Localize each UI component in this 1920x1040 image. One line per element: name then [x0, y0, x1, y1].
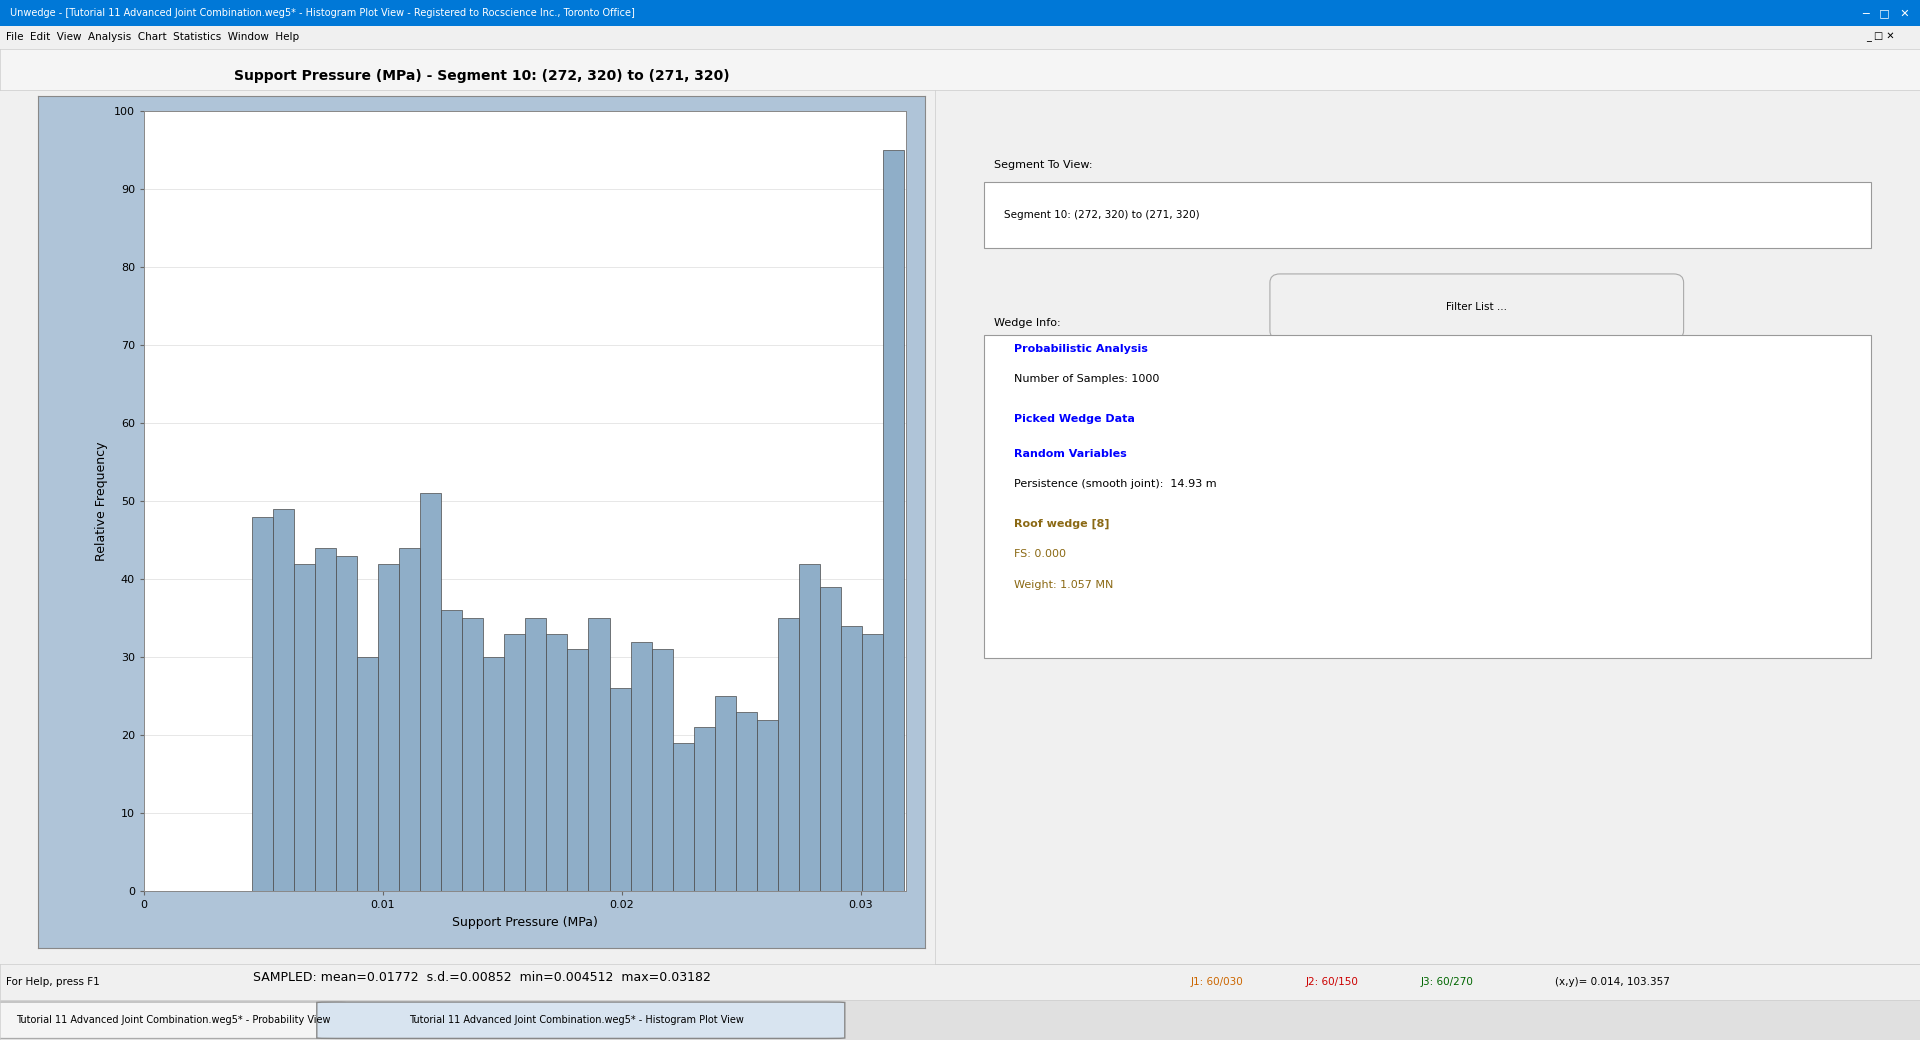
Text: Picked Wedge Data: Picked Wedge Data — [1014, 414, 1135, 423]
Text: Tutorial 11 Advanced Joint Combination.weg5* - Histogram Plot View: Tutorial 11 Advanced Joint Combination.w… — [409, 1015, 743, 1025]
Text: Persistence (smooth joint):  14.93 m: Persistence (smooth joint): 14.93 m — [1014, 479, 1217, 489]
Text: For Help, press F1: For Help, press F1 — [6, 978, 100, 987]
Bar — [463, 618, 484, 891]
Text: FS: 0.000: FS: 0.000 — [1014, 549, 1066, 560]
Bar — [420, 494, 442, 891]
FancyBboxPatch shape — [317, 1003, 845, 1038]
Bar — [883, 151, 904, 891]
Text: File  Edit  View  Analysis  Chart  Statistics  Window  Help: File Edit View Analysis Chart Statistics… — [6, 32, 300, 43]
Bar — [589, 618, 609, 891]
Bar — [294, 564, 315, 891]
Text: Support Pressure (MPa) - Segment 10: (272, 320) to (271, 320): Support Pressure (MPa) - Segment 10: (27… — [234, 70, 730, 83]
Bar — [357, 657, 378, 891]
FancyBboxPatch shape — [0, 1003, 346, 1038]
Bar — [378, 564, 399, 891]
Bar — [820, 587, 841, 891]
Text: Number of Samples: 1000: Number of Samples: 1000 — [1014, 374, 1160, 385]
Bar — [778, 618, 799, 891]
Bar — [399, 548, 420, 891]
Bar — [672, 743, 693, 891]
Text: Unwedge - [Tutorial 11 Advanced Joint Combination.weg5* - Histogram Plot View - : Unwedge - [Tutorial 11 Advanced Joint Co… — [10, 8, 634, 18]
FancyBboxPatch shape — [985, 335, 1870, 658]
Text: Wedge Info:: Wedge Info: — [995, 317, 1060, 328]
Text: _ □ ✕: _ □ ✕ — [1866, 32, 1895, 43]
Bar — [252, 517, 273, 891]
Bar — [693, 728, 714, 891]
Bar — [568, 649, 589, 891]
Text: Random Variables: Random Variables — [1014, 448, 1127, 459]
FancyBboxPatch shape — [1269, 274, 1684, 339]
Bar — [862, 634, 883, 891]
Bar — [336, 555, 357, 891]
Text: J1: 60/030: J1: 60/030 — [1190, 978, 1242, 987]
X-axis label: Support Pressure (MPa): Support Pressure (MPa) — [453, 916, 597, 929]
Text: SAMPLED: mean=0.01772  s.d.=0.00852  min=0.004512  max=0.03182: SAMPLED: mean=0.01772 s.d.=0.00852 min=0… — [253, 971, 710, 984]
Text: Tutorial 11 Advanced Joint Combination.weg5* - Probability View: Tutorial 11 Advanced Joint Combination.w… — [15, 1015, 330, 1025]
Text: (x,y)= 0.014, 103.357: (x,y)= 0.014, 103.357 — [1555, 978, 1670, 987]
Bar — [714, 697, 735, 891]
Text: J3: 60/270: J3: 60/270 — [1421, 978, 1475, 987]
Bar — [273, 510, 294, 891]
Bar — [547, 634, 568, 891]
Bar — [505, 634, 526, 891]
Bar — [799, 564, 820, 891]
Text: ─   □   ✕: ─ □ ✕ — [1862, 8, 1910, 18]
Bar — [651, 649, 672, 891]
Bar — [315, 548, 336, 891]
Bar — [526, 618, 547, 891]
Bar — [630, 642, 651, 891]
Bar — [841, 626, 862, 891]
Bar — [609, 688, 630, 891]
Text: Filter List ...: Filter List ... — [1446, 303, 1507, 312]
Text: Probabilistic Analysis: Probabilistic Analysis — [1014, 344, 1148, 354]
Bar — [756, 720, 778, 891]
Y-axis label: Relative Frequency: Relative Frequency — [96, 442, 108, 561]
Text: Segment 10: (272, 320) to (271, 320): Segment 10: (272, 320) to (271, 320) — [1004, 210, 1200, 220]
Text: Roof wedge [8]: Roof wedge [8] — [1014, 519, 1110, 528]
Text: Segment To View:: Segment To View: — [995, 160, 1092, 171]
Text: Weight: 1.057 MN: Weight: 1.057 MN — [1014, 579, 1114, 590]
Bar — [735, 711, 756, 891]
Bar — [484, 657, 505, 891]
Bar — [442, 610, 463, 891]
Text: J2: 60/150: J2: 60/150 — [1306, 978, 1359, 987]
FancyBboxPatch shape — [985, 182, 1870, 248]
